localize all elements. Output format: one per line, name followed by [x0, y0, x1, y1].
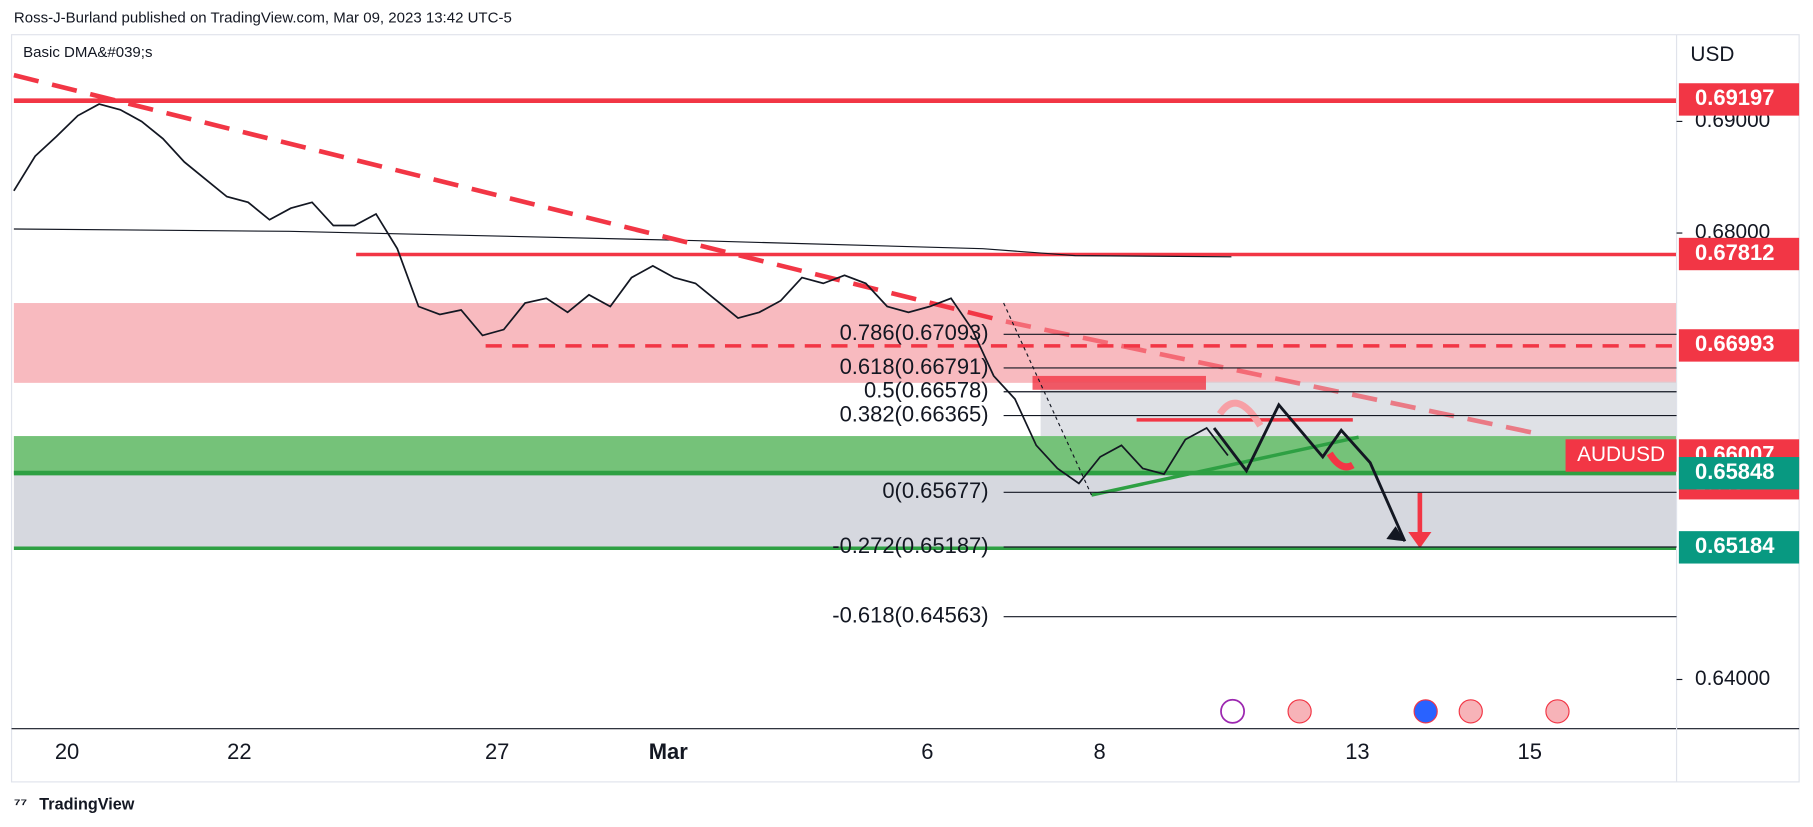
symbol-tag: [1565, 439, 1677, 472]
event-icon: [1458, 699, 1483, 724]
price-tag-label: 0.65848: [1695, 459, 1774, 484]
price-tag-label: 0.66993: [1695, 331, 1774, 356]
publisher: Ross-J-Burland published on TradingView.…: [14, 9, 512, 26]
price-tag-label: 0.67812: [1695, 240, 1774, 265]
fib-label: 0.382(0.66365): [840, 401, 989, 426]
x-tick-label: 20: [55, 739, 79, 764]
trendline: [13, 72, 1007, 324]
event-icon: [1220, 698, 1245, 724]
event-icon: [1545, 699, 1570, 724]
events: [1220, 698, 1570, 724]
curved-arrow: [1216, 399, 1264, 428]
price-tag: [1678, 531, 1800, 564]
curved-arrow: [1326, 451, 1355, 471]
price-line: [13, 103, 1229, 485]
x-tick-label: 15: [1518, 739, 1542, 764]
x-tick-label: 13: [1345, 739, 1369, 764]
price-tag-label: 0.65184: [1695, 533, 1775, 558]
price-tag: [1678, 457, 1800, 490]
y-tick-label: 0.68000: [1695, 221, 1770, 244]
symbol-label: AUDUSD: [1577, 443, 1665, 466]
y-tick-label: 0.64000: [1695, 667, 1770, 690]
demand-zone: [13, 436, 1677, 475]
price-tag: [1678, 329, 1800, 362]
fib-label: 0(0.65677): [882, 478, 988, 503]
arrow-head: [1386, 526, 1405, 542]
x-tick-label: 6: [921, 739, 933, 764]
brand: TradingView: [39, 795, 134, 813]
price-tag: [1678, 237, 1800, 271]
plot: [13, 72, 1677, 550]
fib-label: -0.618(0.64563): [832, 602, 988, 627]
projection-path: [1212, 402, 1407, 542]
moving-average: [13, 228, 1232, 258]
arrow-head: [1408, 532, 1432, 549]
event-icon: [1287, 699, 1312, 724]
fib-anchor: [1003, 302, 1093, 496]
event-icon: [1413, 699, 1438, 724]
breakout-box: [1032, 375, 1206, 390]
fib-label: 0.5(0.66578): [864, 378, 989, 403]
price-tag-label: 0.69197: [1695, 85, 1774, 110]
x-tick-label: 27: [485, 739, 509, 764]
x-tick-label: 8: [1093, 739, 1105, 764]
fib-label: 0.786(0.67093): [840, 320, 989, 345]
brand-logo: ⁷⁷: [14, 795, 27, 813]
indicator-label: Basic DMA&#039;s: [23, 44, 152, 61]
supply-zone: [13, 303, 1677, 383]
x-tick-label: 22: [227, 739, 251, 764]
price-tag: [1678, 83, 1800, 116]
fib-label: 0.618(0.66791): [840, 354, 989, 379]
x-tick-label: Mar: [649, 739, 689, 764]
grey-zone: [1040, 381, 1677, 437]
currency: USD: [1690, 43, 1734, 66]
fib-label: -0.272(0.65187): [832, 533, 988, 558]
